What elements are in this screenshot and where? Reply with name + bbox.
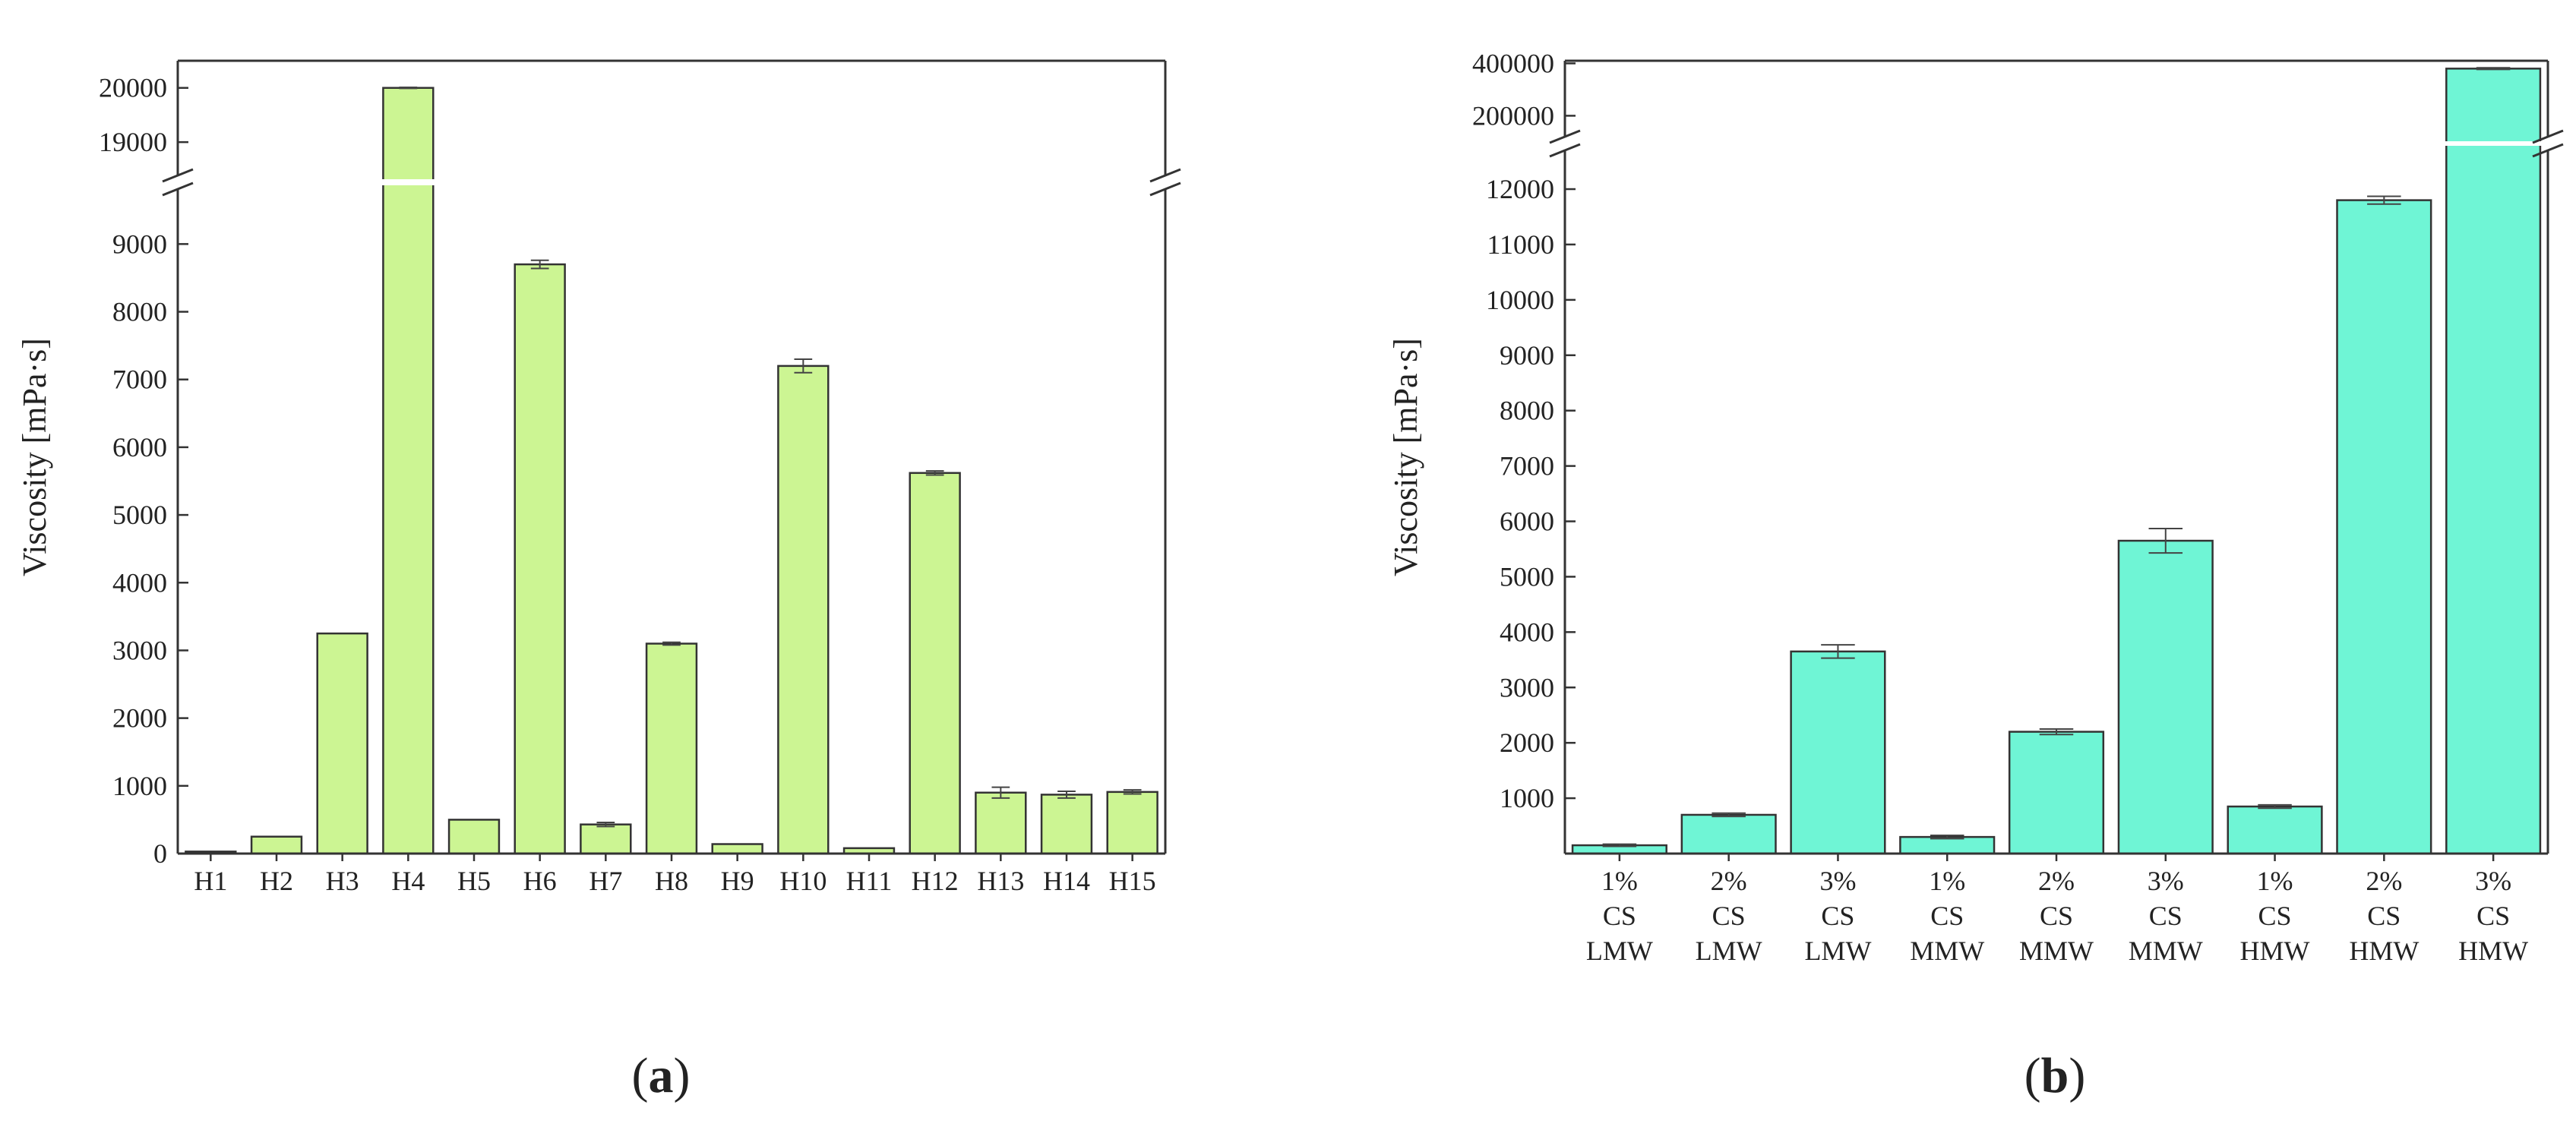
x-tick-label: 3% CS MMW — [2129, 866, 2203, 966]
y-tick-label: 12000 — [1486, 174, 1554, 204]
x-tick-label: H12 — [912, 866, 959, 896]
y-tick-label: 400000 — [1472, 48, 1554, 78]
bar — [2227, 805, 2323, 855]
y-axis-title: Viscosity [mPa·s] — [1387, 338, 1424, 576]
bar — [1040, 794, 1093, 855]
bar-break-gap — [2445, 141, 2542, 146]
y-tick-label: 1000 — [112, 771, 167, 801]
x-tick-label: H11 — [846, 866, 893, 896]
x-tick-label: H10 — [779, 866, 827, 896]
bar — [2117, 539, 2214, 855]
y-tick-label: 10000 — [1486, 285, 1554, 315]
y-tick-label: 6000 — [1500, 507, 1554, 537]
bar — [2445, 68, 2542, 144]
x-tick-label: H2 — [260, 866, 293, 896]
y-tick-label: 8000 — [112, 297, 167, 327]
y-tick-label: 1000 — [1500, 783, 1554, 813]
bar — [1106, 791, 1158, 855]
bar — [975, 791, 1027, 855]
y-tick-label: 200000 — [1472, 100, 1554, 131]
bar — [316, 632, 368, 855]
y-tick-label: 7000 — [1500, 451, 1554, 481]
axis-break-mark — [1549, 129, 1581, 144]
bar — [514, 263, 566, 855]
x-tick-label: 2% CS HMW — [2349, 866, 2419, 966]
bar — [645, 642, 698, 855]
chart-panel-a: 0 1000 2000 3000 4000 5000 6000 7000 8000 9000 190… — [16, 59, 1181, 1103]
bar — [1790, 650, 1886, 855]
y-tick-label: 7000 — [112, 365, 167, 395]
bar — [580, 823, 632, 855]
x-tick-label: 2% CS MMW — [2019, 866, 2094, 966]
axis-break-mark — [2532, 129, 2564, 144]
axis-break-mark — [1549, 143, 1581, 158]
bar — [250, 835, 303, 855]
panel-label: (a) — [632, 1048, 691, 1103]
bar — [447, 819, 501, 855]
x-tick-label: 2% CS LMW — [1696, 866, 1762, 966]
x-tick-label: H15 — [1109, 866, 1156, 896]
bar — [1899, 835, 1996, 855]
y-tick-label: 2000 — [1500, 728, 1554, 758]
y-tick-label: 0 — [153, 838, 167, 869]
axis-break-mark — [162, 168, 194, 183]
bar — [2445, 143, 2542, 855]
y-tick-label: 9000 — [112, 229, 167, 259]
bar — [711, 843, 763, 855]
x-tick-label: H14 — [1043, 866, 1090, 896]
chart-panel-b: 1000 2000 3000 4000 5000 6000 7000 8000 9000 1000… — [1387, 48, 2564, 1103]
y-tick-label: 2000 — [112, 703, 167, 734]
x-tick-label: 3% CS HMW — [2458, 866, 2528, 966]
axis-break-mark — [1149, 168, 1181, 183]
y-tick-label: 19000 — [99, 127, 167, 157]
y-tick-label: 4000 — [112, 567, 167, 598]
x-tick-label: H8 — [655, 866, 688, 896]
y-tick-label: 4000 — [1500, 617, 1554, 647]
y-tick-label: 9000 — [1500, 340, 1554, 371]
x-tick-label: 1% CS HMW — [2240, 866, 2310, 966]
y-tick-label: 20000 — [99, 73, 167, 103]
bar — [2336, 199, 2432, 855]
bar — [909, 472, 961, 855]
x-tick-label: H7 — [589, 866, 622, 896]
x-tick-label: H5 — [457, 866, 491, 896]
y-tick-label: 5000 — [112, 500, 167, 530]
axis-break-mark — [2532, 143, 2564, 158]
y-axis-title: Viscosity [mPa·s] — [16, 338, 53, 576]
x-tick-label: 3% CS LMW — [1804, 866, 1871, 966]
axis-break-mark — [1149, 181, 1181, 197]
y-tick-label: 8000 — [1500, 396, 1554, 426]
bar — [382, 182, 435, 855]
x-tick-label: H4 — [391, 866, 425, 896]
x-tick-label: H9 — [721, 866, 754, 896]
x-tick-label: H13 — [977, 866, 1024, 896]
y-tick-label: 3000 — [112, 635, 167, 665]
axis-break-mark — [162, 181, 194, 197]
bar — [382, 87, 435, 182]
x-tick-label: 1% CS MMW — [1910, 866, 1984, 966]
y-tick-label: 3000 — [1500, 672, 1554, 702]
bar — [2008, 731, 2105, 855]
bar — [777, 365, 830, 855]
x-tick-label: 1% CS LMW — [1586, 866, 1653, 966]
bar-break-gap — [381, 179, 435, 185]
bar — [1680, 813, 1777, 855]
x-tick-label: H3 — [326, 866, 359, 896]
y-tick-label: 6000 — [112, 432, 167, 462]
panel-label: (b) — [2024, 1048, 2086, 1103]
y-tick-label: 11000 — [1487, 229, 1554, 260]
y-tick-label: 5000 — [1500, 561, 1554, 592]
x-tick-label: H1 — [194, 866, 227, 896]
x-tick-label: H6 — [523, 866, 557, 896]
